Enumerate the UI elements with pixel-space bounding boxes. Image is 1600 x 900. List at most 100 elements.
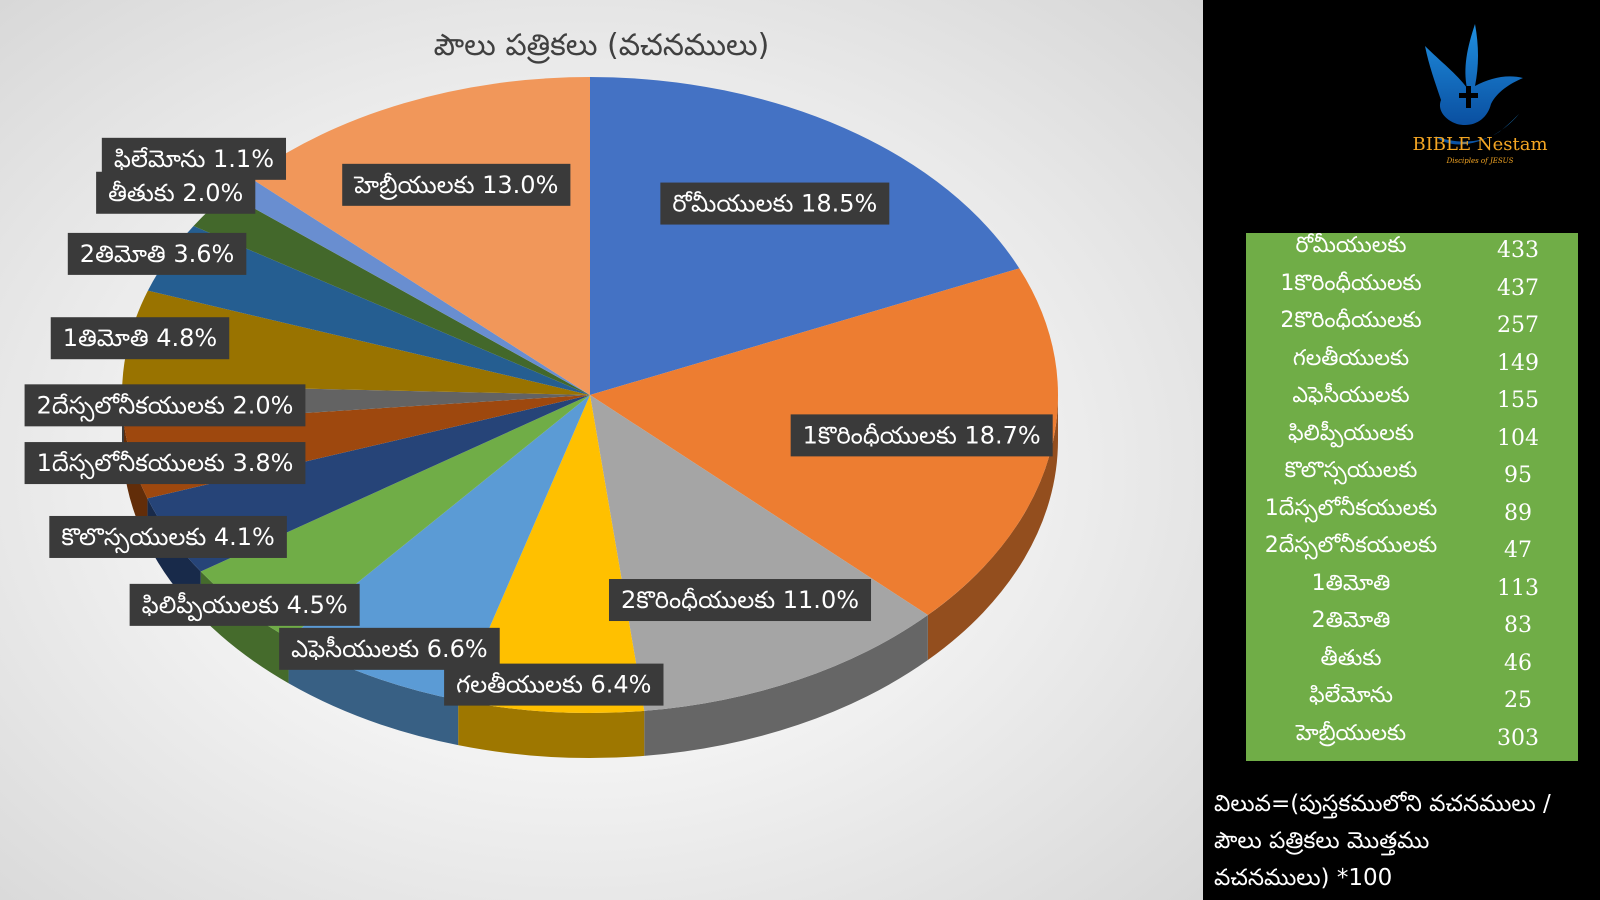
values-table-row: 2తిమోతి 83 — [1246, 608, 1578, 646]
pie-data-labels: రోమీయులకు 18.5% 1కొరింధీయులకు 18.7% 2కొరిం… — [24, 137, 1053, 706]
pie-data-label-box — [790, 414, 1053, 457]
formula-text: విలువ=(పుస్తకములోని వచనములు / పౌలు పత్రి… — [1214, 786, 1594, 897]
pie-data-label-text: 2దేస్సలోనీకయులకు 2.0% — [37, 391, 294, 422]
pie-data-label-box — [660, 182, 890, 225]
values-table-row: 1తిమోతి 113 — [1246, 571, 1578, 609]
pie-slice — [200, 395, 590, 639]
pie-data-label-text: హెబ్రీయులకు 13.0% — [353, 171, 558, 200]
values-table-verse-count: 433 — [1497, 238, 1539, 263]
values-table-verse-count: 104 — [1497, 425, 1539, 451]
values-table-book-name: 1దేస్సలోనీకయులకు — [1264, 495, 1438, 521]
dove-cross-logo-icon — [1425, 24, 1523, 145]
pie-data-label: ఫిలేమోను 1.1% — [101, 137, 287, 180]
pie-data-label: 1తిమోతి 4.8% — [50, 317, 230, 360]
pie-data-label-text: 1దేస్సలోనీకయులకు 3.8% — [37, 449, 294, 480]
pie-data-label-text: 1కొరింధీయులకు 18.7% — [803, 421, 1041, 449]
values-table-book-name: 2దేస్సలోనీకయులకు — [1264, 533, 1438, 558]
pie-data-label-box — [67, 232, 247, 275]
pie-slice — [227, 177, 590, 395]
pie-data-label-box — [444, 663, 664, 706]
values-table-book-name: కొలొస్సయులకు — [1284, 458, 1418, 483]
pie-data-label-text: ఫిలేమోను 1.1% — [114, 145, 274, 173]
values-table-row: ఎఫెసీయులకు 155 — [1246, 383, 1578, 421]
formula-line: విలువ=(పుస్తకములోని వచనములు / — [1214, 791, 1551, 817]
pie-side-wall — [644, 615, 928, 756]
values-table-book-name: హెబ్రీయులకు — [1295, 720, 1407, 746]
formula-line: వచనములు) *100 — [1214, 865, 1393, 891]
pie-data-label: రోమీయులకు 18.5% — [660, 182, 890, 225]
pie-side-wall — [458, 700, 645, 758]
pie-data-label-box — [49, 515, 287, 558]
pie-data-label-box — [342, 163, 571, 206]
pie-slice — [590, 77, 1020, 395]
pie-data-label-box — [101, 137, 287, 180]
values-table-book-name: 1తిమోతి — [1311, 570, 1391, 596]
pie-data-label-text: 1తిమోతి 4.8% — [63, 324, 218, 352]
pie-data-label: 2కొరింధీయులకు 11.0% — [608, 579, 872, 622]
pie-data-label-text: ఫిలిప్పీయులకు 4.5% — [142, 591, 348, 622]
values-table-row: కొలొస్సయులకు 95 — [1246, 458, 1578, 496]
values-table-verse-count: 46 — [1504, 650, 1532, 676]
pie-data-label-box — [24, 384, 306, 427]
pie-slice — [249, 77, 590, 395]
formula-line: పౌలు పత్రికలు మొత్తము — [1214, 828, 1430, 854]
values-table-row: రోమీయులకు 433 — [1246, 233, 1578, 271]
values-table-row: 2దేస్సలోనీకయులకు 47 — [1246, 533, 1578, 571]
values-table-row: 1దేస్సలోనీకయులకు 89 — [1246, 496, 1578, 534]
values-table-row: 1కొరింధీయులకు 437 — [1246, 271, 1578, 309]
pie-slice — [147, 226, 590, 395]
values-table-verse-count: 47 — [1504, 538, 1532, 563]
values-table-verse-count: 89 — [1504, 500, 1532, 526]
pie-data-label-box — [279, 627, 500, 670]
pie-slice — [590, 395, 928, 711]
pie-data-label-text: గలతీయులకు 6.4% — [456, 671, 651, 699]
pie-chart: రోమీయులకు 18.5% 1కొరింధీయులకు 18.7% 2కొరిం… — [24, 77, 1058, 758]
values-table-row: హెబ్రీయులకు 303 — [1246, 721, 1578, 759]
values-table-verse-count: 257 — [1497, 313, 1539, 338]
pie-data-label-text: 2కొరింధీయులకు 11.0% — [621, 586, 859, 614]
values-table-verse-count: 155 — [1497, 388, 1539, 413]
values-table-row: తీతుకు 46 — [1246, 646, 1578, 684]
values-table-book-name: ఫిలేమోను — [1309, 683, 1393, 708]
values-table-book-name: రోమీయులకు — [1295, 233, 1407, 258]
pie-data-label-box — [24, 442, 306, 485]
values-table: రోమీయులకు 433 1కొరింధీయులకు 437 2కొరింధీయులక… — [1246, 233, 1578, 761]
values-table-verse-count: 25 — [1504, 688, 1532, 713]
values-table-verse-count: 95 — [1504, 463, 1532, 488]
pie-data-label: గలతీయులకు 6.4% — [444, 663, 664, 706]
pie-data-label-box — [50, 317, 230, 360]
values-table-verse-count: 303 — [1497, 725, 1539, 751]
chart-title: పౌలు పత్రికలు (వచనములు) — [433, 28, 770, 63]
pie-slice — [193, 193, 590, 395]
values-table-row: 2కొరింధీయులకు 257 — [1246, 308, 1578, 346]
values-table-book-name: 1కొరింధీయులకు — [1280, 270, 1422, 296]
pie-data-label-text: 2తిమోతి 3.6% — [80, 240, 235, 268]
pie-data-label-text: రోమీయులకు 18.5% — [672, 190, 877, 218]
pie-slice — [288, 395, 590, 701]
pie-data-label-text: తీతుకు 2.0% — [108, 179, 243, 207]
pie-data-label: 1కొరింధీయులకు 18.7% — [790, 414, 1053, 457]
logo-tagline: Disciples of JESUS — [1446, 157, 1514, 165]
chart-panel: రోమీయులకు 18.5% 1కొరింధీయులకు 18.7% 2కొరిం… — [0, 0, 1203, 900]
values-table-book-name: 2కొరింధీయులకు — [1280, 308, 1422, 333]
pie-data-label-text: ఎఫెసీయులకు 6.6% — [291, 635, 488, 663]
pie-data-label: 2దేస్సలోనీకయులకు 2.0% — [24, 384, 306, 427]
values-table-verse-count: 113 — [1497, 575, 1539, 601]
pie-data-label: కొలొస్సయులకు 4.1% — [49, 515, 287, 558]
logo-text: BIBLE Nestam — [1412, 134, 1548, 155]
pie-slices — [122, 77, 1058, 713]
pie-data-label-box — [608, 579, 872, 622]
values-table-verse-count: 437 — [1497, 275, 1539, 301]
pie-data-label: ఎఫెసీయులకు 6.6% — [279, 627, 500, 670]
pie-slice — [458, 395, 645, 713]
pie-side-wall — [927, 395, 1058, 661]
pie-data-label: ఫిలిప్పీయులకు 4.5% — [129, 583, 360, 626]
values-table-book-name: 2తిమోతి — [1311, 608, 1391, 633]
values-table-row: ఫిలేమోను 25 — [1246, 683, 1578, 721]
values-table-book-name: ఎఫెసీయులకు — [1292, 383, 1410, 408]
values-table-row: గలతీయులకు 149 — [1246, 346, 1578, 384]
values-table-book-name: తీతుకు — [1320, 645, 1382, 671]
pie-slice — [122, 290, 590, 395]
pie-data-label: 2తిమోతి 3.6% — [67, 232, 247, 275]
pie-data-label-box — [129, 583, 360, 626]
